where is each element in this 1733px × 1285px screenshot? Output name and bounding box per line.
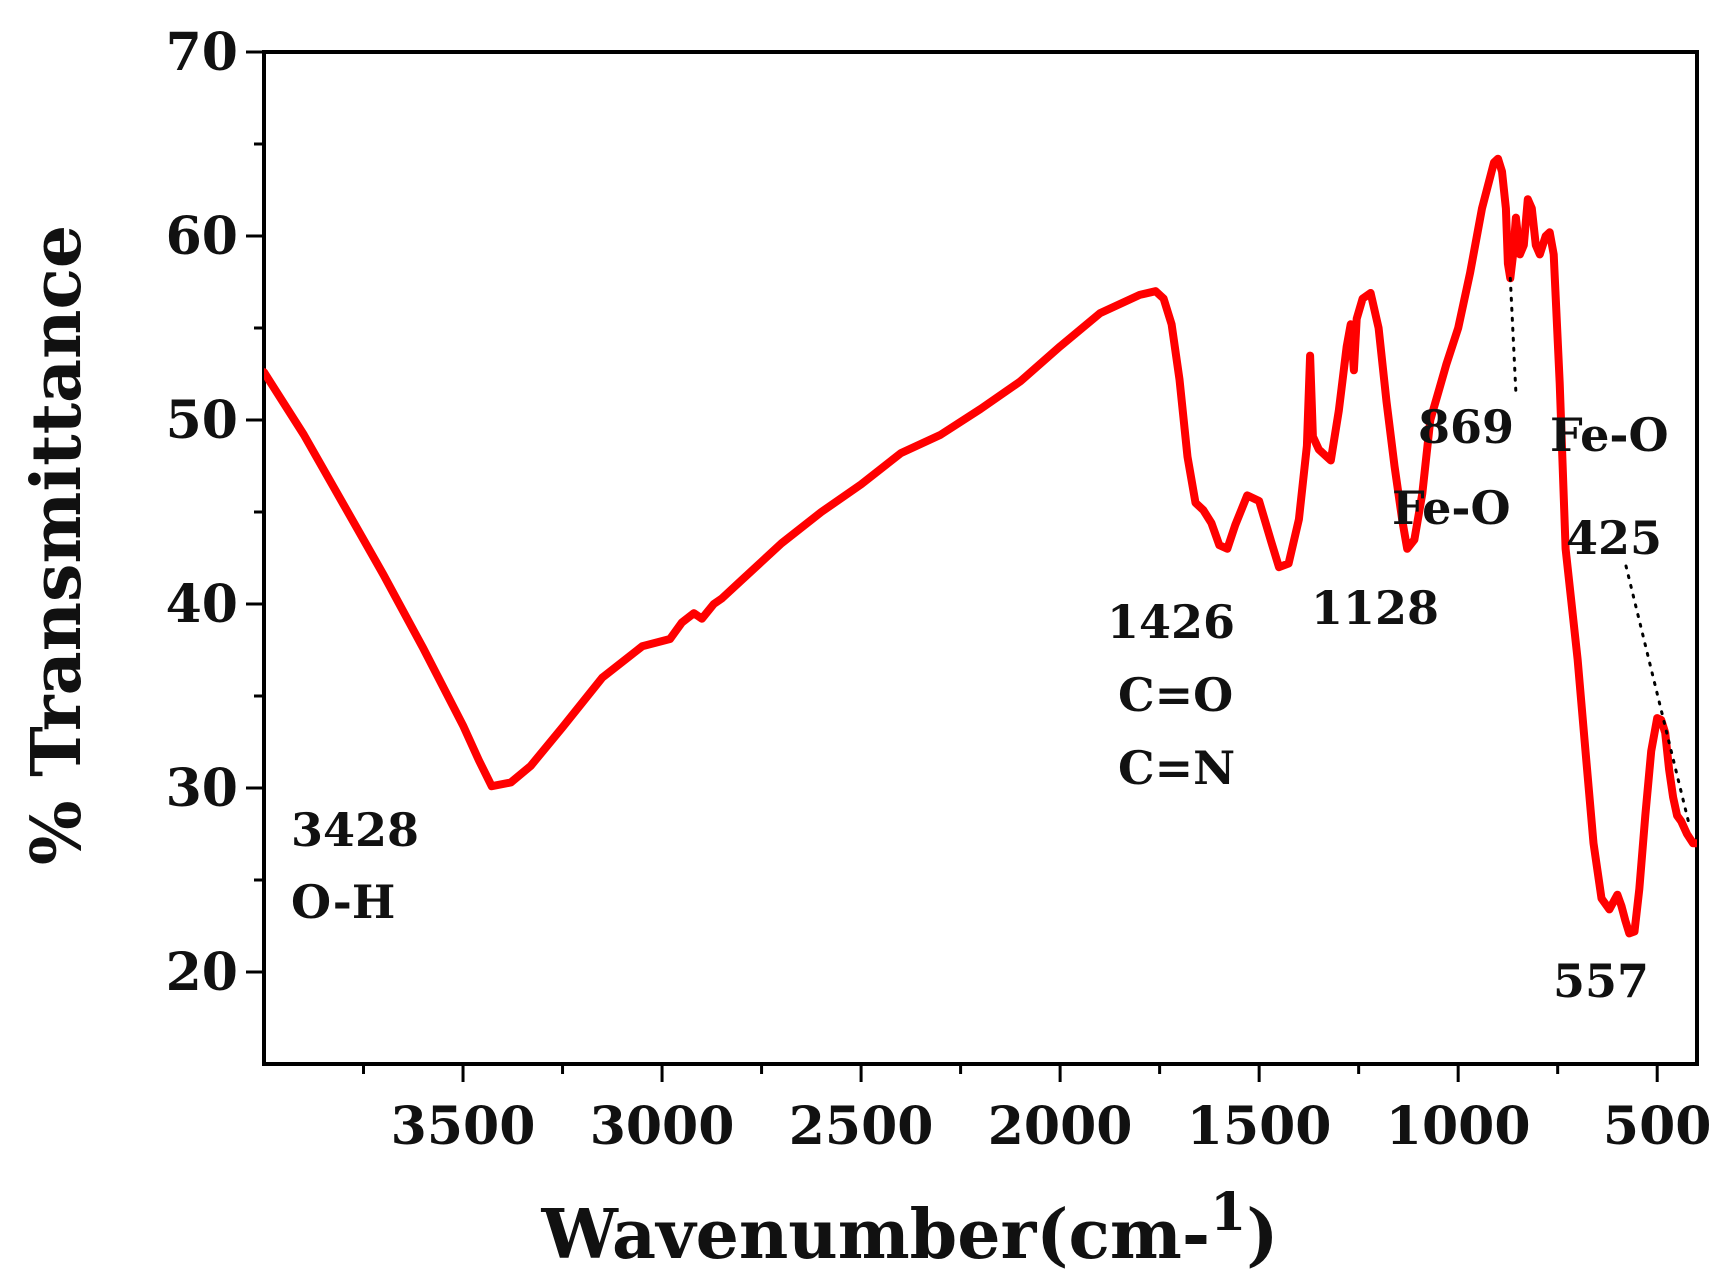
y-tick-label: 20 xyxy=(166,942,238,1003)
y-tick-label: 40 xyxy=(166,574,238,635)
leader-869 xyxy=(1508,276,1518,394)
annotation-fe-o-425: Fe-O xyxy=(1550,408,1669,462)
annotation-leaders xyxy=(1508,276,1692,830)
annotation-425-value: 425 xyxy=(1566,511,1662,565)
y-tick-label: 70 xyxy=(166,22,238,83)
y-axis-title: % Transmittance xyxy=(17,225,97,865)
x-axis-title-superscript: 1 xyxy=(1210,1182,1246,1243)
annotation-fe-o-1128: Fe-O xyxy=(1392,481,1511,535)
x-tick-label: 1500 xyxy=(1187,1096,1332,1157)
annotation-3428-value: 3428 xyxy=(291,803,419,857)
series-line xyxy=(264,154,1697,938)
annotation-869-value: 869 xyxy=(1418,400,1514,454)
annotation-1426: 1426 C=O C=N xyxy=(1107,595,1235,795)
x-tick-label: 1000 xyxy=(1386,1096,1531,1157)
annotation-3428-bond: O-H xyxy=(291,875,395,929)
x-tick-label: 500 xyxy=(1603,1096,1712,1157)
x-tick-label: 2000 xyxy=(988,1096,1133,1157)
x-axis-title-close: ) xyxy=(1246,1195,1278,1275)
x-axis-title: Wavenumber(cm-1) xyxy=(541,1182,1279,1275)
x-tick-label: 3500 xyxy=(391,1096,536,1157)
annotation-3428: 3428 O-H xyxy=(291,803,419,929)
plot-frame xyxy=(262,50,1699,1066)
y-tick-label: 60 xyxy=(166,206,238,267)
x-tick-label: 3000 xyxy=(590,1096,735,1157)
leader-425 xyxy=(1624,564,1692,830)
annotation-1128-value: 1128 xyxy=(1311,581,1439,635)
y-axis-ticks: 20 30 40 50 60 70 xyxy=(166,22,264,1003)
annotation-1426-bond-cn: C=N xyxy=(1118,741,1235,795)
series-layer xyxy=(264,154,1697,938)
x-axis-title-text: Wavenumber(cm- xyxy=(541,1195,1211,1275)
annotation-1426-bond-co: C=O xyxy=(1118,668,1233,722)
annotation-557-value: 557 xyxy=(1553,954,1649,1008)
y-tick-label: 50 xyxy=(166,390,238,451)
y-tick-label: 30 xyxy=(166,758,238,819)
annotation-1426-value: 1426 xyxy=(1107,595,1235,649)
x-axis-ticks: 3500 3000 2500 2000 1500 1000 500 xyxy=(362,1064,1712,1157)
plot-border xyxy=(262,50,1699,1066)
x-tick-label: 2500 xyxy=(789,1096,934,1157)
